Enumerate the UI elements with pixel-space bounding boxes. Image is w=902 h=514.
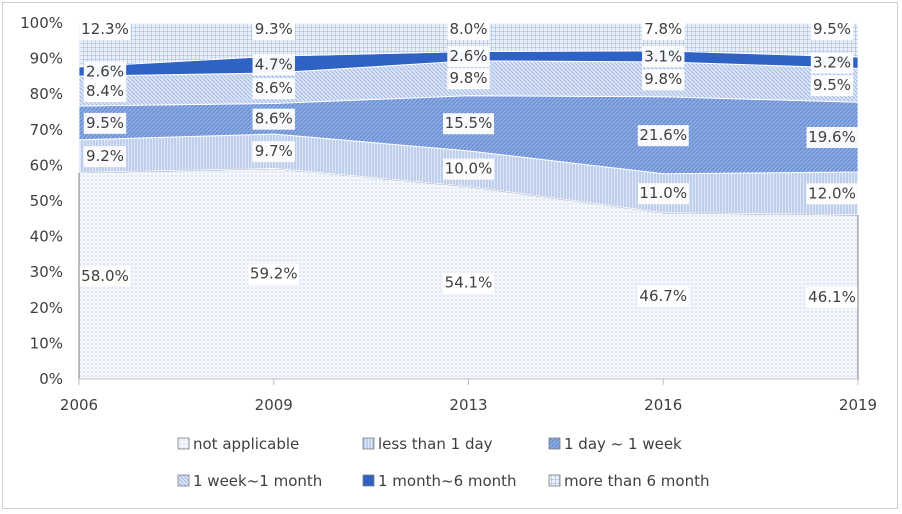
data-label-bg bbox=[252, 54, 295, 76]
y-tick-label: 40% bbox=[30, 228, 63, 246]
data-label-bg bbox=[637, 285, 689, 307]
data-label-bg bbox=[806, 183, 858, 205]
data-label-bg bbox=[79, 265, 131, 287]
data-label-bg bbox=[642, 46, 685, 68]
data-label-bg bbox=[642, 19, 685, 40]
y-tick-label: 80% bbox=[30, 85, 63, 103]
data-label: 19.6% bbox=[808, 128, 856, 146]
data-label-bg bbox=[248, 263, 300, 285]
legend-swatch bbox=[362, 437, 375, 450]
y-tick-label: 60% bbox=[30, 156, 63, 174]
data-label-bg bbox=[447, 68, 490, 90]
data-label-bg bbox=[810, 52, 854, 74]
data-label-bg bbox=[806, 286, 858, 308]
data-label: 9.7% bbox=[255, 142, 293, 160]
data-label: 9.5% bbox=[813, 20, 851, 38]
data-label: 8.6% bbox=[255, 79, 293, 97]
data-label-bg bbox=[83, 112, 127, 134]
data-label-bg bbox=[642, 69, 685, 91]
data-label: 9.5% bbox=[813, 76, 851, 94]
data-label: 3.2% bbox=[813, 54, 851, 72]
data-label: 2.6% bbox=[86, 62, 124, 80]
y-tick-label: 50% bbox=[30, 192, 63, 210]
y-tick-label: 90% bbox=[30, 50, 63, 68]
chart-frame: 58.0% 59.2% 54.1% 46.7% 46.1% 9.2% 9.7% 10.0% 11… bbox=[2, 2, 898, 509]
data-label: 15.5% bbox=[445, 114, 493, 132]
data-label-bg bbox=[447, 19, 490, 40]
y-tick-label: 10% bbox=[30, 334, 63, 352]
data-label-bg bbox=[806, 127, 858, 149]
legend-label: 1 week~1 month bbox=[193, 472, 322, 490]
x-tick-label: 2009 bbox=[255, 396, 293, 414]
data-label-bg bbox=[637, 183, 689, 205]
data-label: 7.8% bbox=[644, 20, 682, 38]
x-tick-label: 2016 bbox=[644, 396, 682, 414]
data-label: 21.6% bbox=[639, 126, 687, 144]
data-label: 8.0% bbox=[449, 20, 487, 38]
data-label: 46.1% bbox=[808, 288, 856, 306]
data-label: 59.2% bbox=[250, 265, 298, 283]
data-label: 2.6% bbox=[449, 47, 487, 65]
legend-swatch bbox=[177, 474, 190, 487]
data-label: 9.3% bbox=[255, 20, 293, 38]
data-label: 12.0% bbox=[808, 184, 856, 202]
data-label-bg bbox=[83, 80, 127, 102]
data-label: 8.4% bbox=[86, 82, 124, 100]
data-label-bg bbox=[252, 108, 295, 130]
y-tick-label: 20% bbox=[30, 299, 63, 317]
data-label: 9.2% bbox=[86, 147, 124, 165]
data-label: 10.0% bbox=[445, 160, 493, 178]
data-label-bg bbox=[447, 46, 490, 68]
x-tick-label: 2006 bbox=[60, 396, 98, 414]
data-label: 11.0% bbox=[639, 184, 687, 202]
legend-swatch bbox=[548, 474, 561, 487]
data-label-bg bbox=[443, 272, 494, 294]
data-label: 12.3% bbox=[81, 20, 129, 38]
legend-label: less than 1 day bbox=[378, 435, 493, 453]
data-label: 4.7% bbox=[255, 55, 293, 73]
data-label: 9.5% bbox=[86, 114, 124, 132]
data-label-bg bbox=[252, 19, 295, 40]
legend-label: more than 6 month bbox=[564, 472, 709, 490]
legend-swatch bbox=[548, 437, 561, 450]
data-label: 9.8% bbox=[644, 70, 682, 88]
stacked-area-chart: 58.0% 59.2% 54.1% 46.7% 46.1% 9.2% 9.7% 10.0% 11… bbox=[20, 14, 877, 490]
y-tick-label: 70% bbox=[30, 121, 63, 139]
data-label: 9.8% bbox=[449, 69, 487, 87]
data-label: 46.7% bbox=[639, 287, 687, 305]
y-tick-label: 100% bbox=[20, 14, 63, 32]
data-label: 8.6% bbox=[255, 110, 293, 128]
data-label-bg bbox=[83, 146, 127, 168]
data-label: 3.1% bbox=[644, 47, 682, 65]
data-label-bg bbox=[443, 113, 494, 135]
y-tick-label: 0% bbox=[39, 370, 63, 388]
data-label-bg bbox=[252, 141, 295, 163]
data-label: 58.0% bbox=[81, 267, 129, 285]
x-tick-label: 2019 bbox=[839, 396, 877, 414]
data-label-bg bbox=[83, 61, 127, 83]
data-label-bg bbox=[637, 125, 689, 147]
x-tick-label: 2013 bbox=[449, 396, 487, 414]
data-label-bg bbox=[810, 19, 854, 40]
data-label: 54.1% bbox=[445, 274, 493, 292]
y-tick-label: 30% bbox=[30, 263, 63, 281]
legend-swatch bbox=[177, 437, 190, 450]
data-label-bg bbox=[443, 158, 494, 180]
data-label-bg bbox=[810, 75, 854, 97]
legend-swatch bbox=[362, 474, 375, 487]
legend-label: 1 day ~ 1 week bbox=[564, 435, 682, 453]
data-label-bg bbox=[79, 19, 131, 40]
data-label-bg bbox=[252, 78, 295, 100]
legend-label: 1 month~6 month bbox=[378, 472, 517, 490]
legend-label: not applicable bbox=[193, 435, 299, 453]
